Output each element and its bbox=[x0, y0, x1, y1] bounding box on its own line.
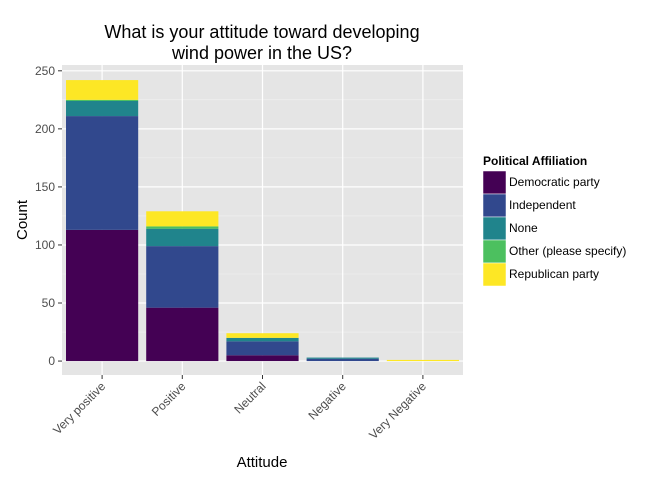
legend-label: Republican party bbox=[509, 267, 599, 281]
chart-title-line-2: wind power in the US? bbox=[171, 43, 352, 63]
legend-swatch bbox=[482, 262, 507, 287]
y-tick-label: 250 bbox=[35, 64, 55, 78]
legend-swatch bbox=[482, 193, 507, 218]
x-tick-label: Positive bbox=[149, 379, 189, 419]
x-axis: Very positive Positive Neutral Negative Very… bbox=[50, 375, 429, 442]
bar-segment bbox=[226, 337, 299, 342]
bar-segment bbox=[66, 116, 139, 230]
y-tick-label: 100 bbox=[35, 238, 55, 252]
x-tick-label: Negative bbox=[305, 379, 349, 423]
bar-segment bbox=[66, 99, 139, 101]
bar-segment bbox=[146, 307, 219, 362]
bar-segment bbox=[66, 80, 139, 100]
x-tick-label: Neutral bbox=[231, 379, 268, 416]
bar-segment bbox=[226, 341, 299, 356]
bar-segment bbox=[146, 226, 219, 229]
legend-label: None bbox=[509, 221, 538, 235]
y-axis-title: Count bbox=[14, 199, 31, 240]
x-axis-title: Attitude bbox=[237, 454, 288, 471]
y-tick-label: 50 bbox=[42, 296, 56, 310]
legend-swatch bbox=[482, 216, 507, 241]
bar-segment bbox=[66, 100, 139, 117]
bar-segment bbox=[226, 355, 299, 362]
bars-layer bbox=[66, 80, 459, 362]
x-tick-label: Very Negative bbox=[366, 379, 429, 442]
y-tick-label: 150 bbox=[35, 180, 55, 194]
legend-label: Independent bbox=[509, 198, 576, 212]
legend-label: Democratic party bbox=[509, 175, 600, 189]
bar-segment bbox=[146, 228, 219, 247]
legend-title: Political Affiliation bbox=[483, 154, 587, 168]
bar-segment bbox=[146, 246, 219, 308]
bar-segment bbox=[66, 229, 139, 362]
y-tick-label: 0 bbox=[48, 354, 55, 368]
bar-segment bbox=[146, 211, 219, 227]
bar-segment bbox=[386, 359, 459, 362]
legend-swatch bbox=[482, 170, 507, 195]
y-tick-label: 200 bbox=[35, 122, 55, 136]
bar-segment bbox=[306, 357, 379, 359]
bar-segment bbox=[306, 358, 379, 362]
legend-label: Other (please specify) bbox=[509, 244, 626, 258]
x-tick-label: Very positive bbox=[50, 379, 108, 437]
chart-title-line-1: What is your attitude toward developing bbox=[104, 22, 419, 42]
y-axis: 0 50 100 150 200 250 bbox=[35, 64, 62, 368]
legend-swatch bbox=[482, 239, 507, 264]
bar-segment bbox=[226, 333, 299, 338]
legend: Political Affiliation Democratic party In… bbox=[482, 154, 626, 287]
